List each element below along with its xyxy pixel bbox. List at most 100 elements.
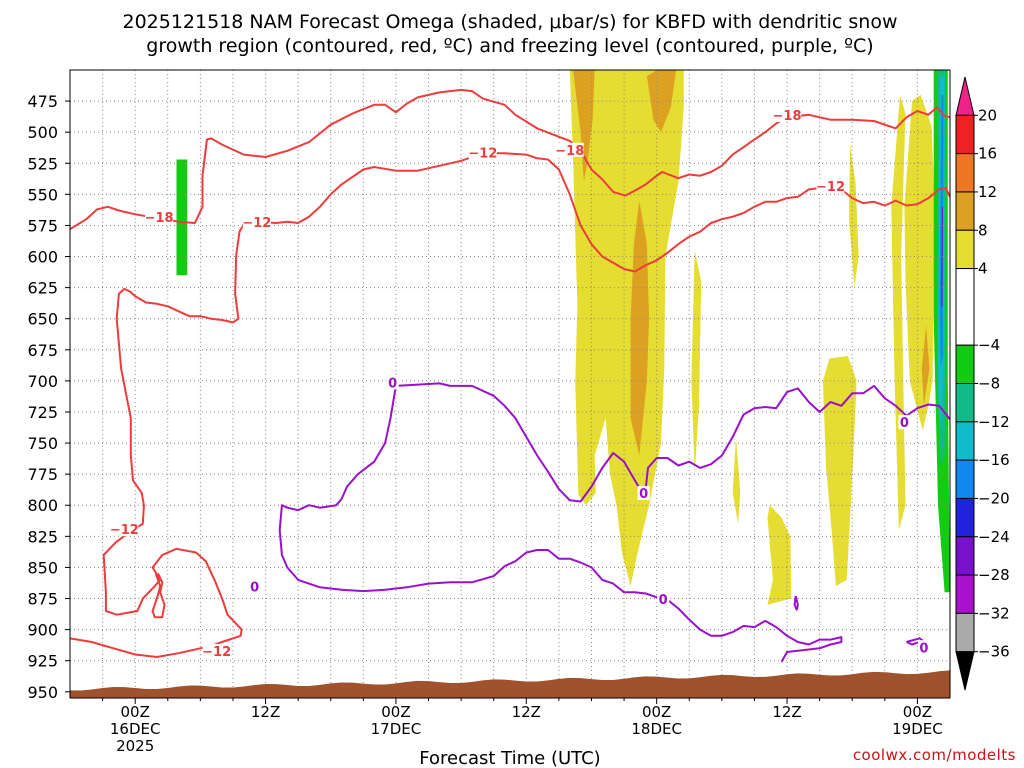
colorbar-bin-10 bbox=[955, 497, 975, 538]
y-tick-label-825: 825 bbox=[27, 527, 58, 546]
dgz-minus12-small-contour bbox=[151, 573, 166, 619]
dgz-minus12-contour-label-4: −12 bbox=[202, 645, 231, 660]
colorbar-bin-3 bbox=[955, 191, 975, 231]
y-tick-label-525: 525 bbox=[27, 154, 58, 173]
plot-frame bbox=[69, 69, 951, 699]
colorbar-label-8: −16 bbox=[978, 451, 1010, 469]
sink-area-1 bbox=[176, 159, 188, 276]
freezing-level-contour-label-4: 0 bbox=[659, 593, 668, 608]
y-tick-label-750: 750 bbox=[27, 434, 58, 453]
colorbar-bin-9 bbox=[955, 459, 975, 499]
lift-area-2 bbox=[573, 70, 595, 182]
grid-lines bbox=[70, 70, 950, 698]
y-tick-label-550: 550 bbox=[27, 185, 58, 204]
freezing-level-contour-label-3: 0 bbox=[250, 580, 259, 595]
x-tick-label-0-2: 16DEC bbox=[110, 720, 161, 738]
y-tick-label-800: 800 bbox=[27, 496, 58, 515]
lift-area-4 bbox=[630, 200, 650, 456]
x-tick-label-0-3: 2025 bbox=[116, 737, 154, 755]
y-tick-label-475: 475 bbox=[27, 92, 58, 111]
dgz-minus18-contour-label-bg-2 bbox=[773, 108, 802, 123]
colorbar: 20 16 12 8 4 −4 −8 −12 −16 −20 −24 −28 −32 −36 bbox=[955, 76, 1010, 691]
colorbar-label-12: −32 bbox=[978, 604, 1010, 622]
colorbar-label-4: 4 bbox=[978, 260, 988, 278]
dgz-minus12-loop-contour bbox=[70, 255, 243, 658]
chart-title-line-2: growth region (contoured, red, ºC) and f… bbox=[146, 35, 873, 57]
lift-area-7 bbox=[767, 505, 792, 605]
lift-area-12 bbox=[921, 324, 930, 406]
dgz-minus18-contour-label-1: −18 bbox=[555, 144, 584, 159]
colorbar-label-13: −36 bbox=[978, 643, 1010, 661]
x-axis-label: Forecast Time (UTC) bbox=[419, 748, 600, 768]
colorbar-label-6: −8 bbox=[978, 375, 1000, 393]
dgz-minus12-contour-label-bg-1 bbox=[468, 145, 497, 160]
colorbar-bin-6 bbox=[955, 344, 975, 384]
x-tick-label-48-2: 18DEC bbox=[631, 720, 682, 738]
y-tick-label-850: 850 bbox=[27, 558, 58, 577]
freezing-level-contour-label-2: 0 bbox=[900, 416, 909, 431]
y-tick-label-650: 650 bbox=[27, 310, 58, 329]
freezing-level-contour-label-bg-0 bbox=[386, 375, 399, 390]
colorbar-bin-1 bbox=[955, 114, 975, 155]
y-tick-label-775: 775 bbox=[27, 465, 58, 484]
dgz-minus18-contour-label-2: −18 bbox=[773, 109, 802, 124]
x-tick-label-48-1: 00Z bbox=[642, 703, 671, 721]
freezing-level-contour-label-bg-4 bbox=[657, 591, 670, 606]
colorbar-label-5: −4 bbox=[978, 336, 1000, 354]
y-tick-label-950: 950 bbox=[27, 683, 58, 702]
freezing-level-contour-label-1: 0 bbox=[639, 487, 648, 502]
contour-label-layer: −18 −18 −18 −12 −12 −12 −12 −12 0 0 0 0 0 0 bbox=[110, 108, 930, 660]
colorbar-label-0: 20 bbox=[978, 106, 997, 124]
colorbar-bin-7 bbox=[955, 383, 975, 423]
dgz-minus12-contour-label-bg-0 bbox=[242, 214, 271, 229]
freezing-level-contour-label-bg-5 bbox=[917, 640, 930, 655]
freezing-level-contour-label-bg-1 bbox=[637, 486, 650, 501]
dgz-minus18-contour bbox=[70, 88, 950, 231]
colorbar-label-2: 12 bbox=[978, 183, 997, 201]
y-tick-label-625: 625 bbox=[27, 279, 58, 298]
colorbar-bin-8 bbox=[955, 421, 975, 461]
lift-area-10 bbox=[904, 94, 935, 431]
dgz-minus12-contour-label-2: −12 bbox=[816, 180, 845, 195]
colorbar-bin-12 bbox=[955, 574, 975, 614]
chart-title-line-1: 2025121518 NAM Forecast Omega (shaded, μ… bbox=[122, 11, 897, 33]
lift-area-5 bbox=[691, 250, 702, 475]
x-tick-label-0-1: 00Z bbox=[120, 703, 149, 721]
dgz-minus12-contour-label-bg-2 bbox=[816, 178, 845, 193]
terrain-layer bbox=[70, 670, 950, 698]
x-tick-label-24-2: 17DEC bbox=[371, 720, 422, 738]
colorbar-label-7: −12 bbox=[978, 413, 1010, 431]
lift-area-8 bbox=[822, 356, 857, 587]
x-tick-label-36-1: 12Z bbox=[512, 703, 541, 721]
lift-area-3 bbox=[646, 70, 677, 133]
dgz-minus12-contour bbox=[235, 152, 950, 273]
colorbar-arrow-top bbox=[955, 76, 975, 116]
y-tick-label-925: 925 bbox=[27, 652, 58, 671]
x-tick-label-60-1: 12Z bbox=[772, 703, 801, 721]
freezing-level-loop-contour bbox=[278, 385, 843, 663]
colorbar-label-3: 8 bbox=[978, 221, 988, 239]
colorbar-label-10: −24 bbox=[978, 528, 1010, 546]
colorbar-arrow-bottom bbox=[955, 651, 975, 691]
dgz-minus12-contour-label-bg-4 bbox=[202, 643, 231, 658]
colorbar-bin-2 bbox=[955, 153, 975, 193]
freezing-level-contour-label-bg-3 bbox=[248, 579, 261, 594]
y-tick-label-675: 675 bbox=[27, 341, 58, 360]
dgz-minus12-contour-label-bg-3 bbox=[110, 522, 139, 537]
colorbar-label-11: −28 bbox=[978, 566, 1010, 584]
colorbar-bin-4 bbox=[955, 229, 975, 270]
y-tick-label-725: 725 bbox=[27, 403, 58, 422]
dgz-minus18-contour-label-0: −18 bbox=[145, 211, 174, 226]
dgz-minus18-contour-label-bg-0 bbox=[145, 209, 174, 224]
dgz-minus12-contour-label-3: −12 bbox=[110, 523, 139, 538]
lift-area-9 bbox=[849, 144, 859, 288]
y-tick-label-900: 900 bbox=[27, 621, 58, 640]
lift-area-11 bbox=[891, 94, 906, 531]
y-axis: 475 500 525 550 575 600 625 650 675 700 725 750 775 8… bbox=[27, 92, 70, 702]
y-tick-label-575: 575 bbox=[27, 216, 58, 235]
dgz-minus12-contour-label-1: −12 bbox=[468, 146, 497, 161]
freezing-level-contour-label-bg-2 bbox=[898, 415, 911, 430]
lift-area-6 bbox=[732, 436, 741, 524]
x-tick-label-72-1: 00Z bbox=[903, 703, 932, 721]
